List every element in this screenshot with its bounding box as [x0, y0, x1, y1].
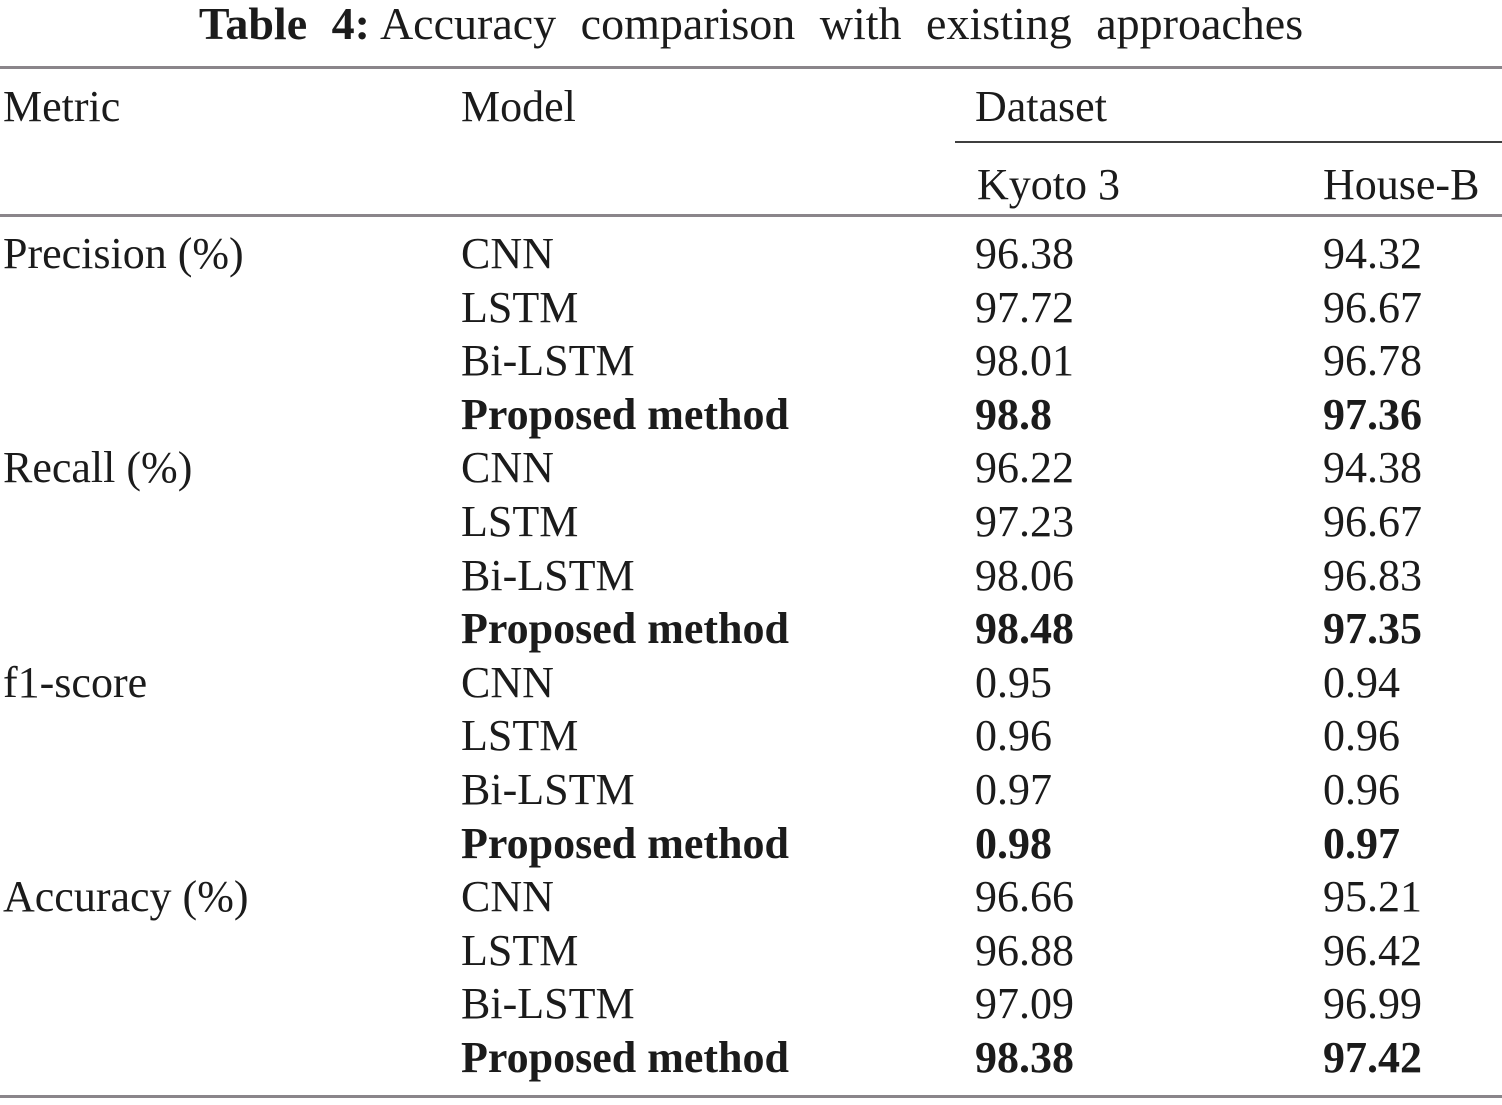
- table-caption-number: Table 4:: [198, 0, 370, 49]
- cell-house-b: 97.36: [1323, 389, 1422, 439]
- cell-model: Bi-LSTM: [461, 764, 635, 814]
- cell-kyoto3: 98.38: [975, 1032, 1074, 1082]
- cell-house-b: 94.32: [1323, 229, 1422, 278]
- table-row: LSTM 97.23 96.67: [0, 495, 1502, 549]
- col-header-kyoto3: Kyoto 3: [977, 160, 1120, 209]
- table-row: Recall (%) CNN 96.22 94.38: [0, 441, 1502, 495]
- cell-metric: [0, 549, 460, 603]
- cell-metric: Precision (%): [3, 229, 244, 278]
- table-caption: Table 4: Accuracy comparison with existin…: [0, 0, 1502, 52]
- cell-metric: [0, 763, 460, 817]
- cell-metric: [0, 924, 460, 978]
- table-row-proposed: Proposed method 98.48 97.35: [0, 602, 1502, 656]
- col-header-metric: Metric: [3, 82, 121, 131]
- col-header-dataset-group: Dataset: [975, 82, 1107, 131]
- rule-dataset-group: [955, 141, 1502, 143]
- cell-kyoto3: 98.8: [975, 389, 1052, 439]
- cell-kyoto3: 97.23: [975, 496, 1074, 546]
- cell-model: CNN: [461, 229, 554, 278]
- cell-model: Proposed method: [461, 1032, 789, 1082]
- cell-model: Proposed method: [461, 604, 789, 654]
- cell-kyoto3: 96.66: [975, 872, 1074, 922]
- cell-house-b: 96.42: [1323, 925, 1422, 975]
- cell-metric: [0, 709, 460, 763]
- cell-house-b: 0.94: [1323, 657, 1400, 707]
- cell-kyoto3: 0.96: [975, 711, 1052, 761]
- cell-metric: [0, 602, 460, 656]
- cell-house-b: 94.38: [1323, 443, 1422, 493]
- cell-house-b: 96.83: [1323, 550, 1422, 600]
- cell-metric: [0, 977, 460, 1031]
- cell-house-b: 0.96: [1323, 764, 1400, 814]
- cell-house-b: 96.78: [1323, 336, 1422, 386]
- cell-house-b: 96.67: [1323, 496, 1422, 546]
- table-row: LSTM 97.72 96.67: [0, 281, 1502, 335]
- cell-model: CNN: [461, 443, 554, 493]
- cell-kyoto3: 98.48: [975, 604, 1074, 654]
- table-row: Bi-LSTM 97.09 96.99: [0, 977, 1502, 1031]
- cell-model: LSTM: [461, 711, 579, 761]
- cell-metric: [0, 1031, 460, 1085]
- table-row: Bi-LSTM 98.01 96.78: [0, 334, 1502, 388]
- table-row: Bi-LSTM 0.97 0.96: [0, 763, 1502, 817]
- cell-kyoto3: 0.95: [975, 657, 1052, 707]
- cell-model: Bi-LSTM: [461, 336, 635, 386]
- cell-house-b: 96.99: [1323, 979, 1422, 1029]
- cell-metric: [0, 817, 460, 871]
- rule-header-bottom: [0, 214, 1502, 217]
- cell-model: Bi-LSTM: [461, 550, 635, 600]
- table-row: LSTM 96.88 96.42: [0, 924, 1502, 978]
- rule-bottom: [0, 1095, 1502, 1098]
- cell-metric: [0, 388, 460, 442]
- col-header-model: Model: [461, 82, 576, 131]
- col-header-house-b: House-B: [1323, 160, 1480, 209]
- cell-house-b: 0.96: [1323, 711, 1400, 761]
- cell-kyoto3: 97.09: [975, 979, 1074, 1029]
- table-row: Bi-LSTM 98.06 96.83: [0, 549, 1502, 603]
- cell-kyoto3: 0.98: [975, 818, 1052, 868]
- cell-metric: [0, 495, 460, 549]
- cell-model: Proposed method: [461, 818, 789, 868]
- table-body: Precision (%) CNN 96.38 94.32 LSTM 97.72…: [0, 227, 1502, 1085]
- rule-top: [0, 66, 1502, 69]
- table-row-proposed: Proposed method 98.38 97.42: [0, 1031, 1502, 1085]
- cell-kyoto3: 96.22: [975, 443, 1074, 493]
- cell-kyoto3: 98.01: [975, 336, 1074, 386]
- cell-model: CNN: [461, 657, 554, 707]
- table-row-proposed: Proposed method 0.98 0.97: [0, 817, 1502, 871]
- cell-kyoto3: 96.88: [975, 925, 1074, 975]
- cell-metric: Accuracy (%): [3, 872, 249, 922]
- cell-house-b: 0.97: [1323, 818, 1400, 868]
- cell-metric: f1-score: [3, 657, 148, 707]
- cell-metric: [0, 334, 460, 388]
- table-row: Accuracy (%) CNN 96.66 95.21: [0, 870, 1502, 924]
- cell-house-b: 97.42: [1323, 1032, 1422, 1082]
- cell-house-b: 97.35: [1323, 604, 1422, 654]
- table-caption-text: Accuracy comparison with existing approa…: [379, 0, 1304, 49]
- cell-kyoto3: 98.06: [975, 550, 1074, 600]
- cell-model: CNN: [461, 872, 554, 922]
- cell-metric: Recall (%): [3, 443, 193, 493]
- cell-kyoto3: 96.38: [975, 229, 1074, 278]
- cell-model: LSTM: [461, 496, 579, 546]
- cell-model: LSTM: [461, 282, 579, 332]
- table-row-proposed: Proposed method 98.8 97.36: [0, 388, 1502, 442]
- cell-metric: [0, 281, 460, 335]
- table-row: Precision (%) CNN 96.38 94.32: [0, 227, 1502, 281]
- cell-model: Proposed method: [461, 389, 789, 439]
- table-row: LSTM 0.96 0.96: [0, 709, 1502, 763]
- cell-model: LSTM: [461, 925, 579, 975]
- cell-house-b: 95.21: [1323, 872, 1422, 922]
- cell-house-b: 96.67: [1323, 282, 1422, 332]
- table-row: f1-score CNN 0.95 0.94: [0, 656, 1502, 710]
- cell-kyoto3: 97.72: [975, 282, 1074, 332]
- cell-kyoto3: 0.97: [975, 764, 1052, 814]
- cell-model: Bi-LSTM: [461, 979, 635, 1029]
